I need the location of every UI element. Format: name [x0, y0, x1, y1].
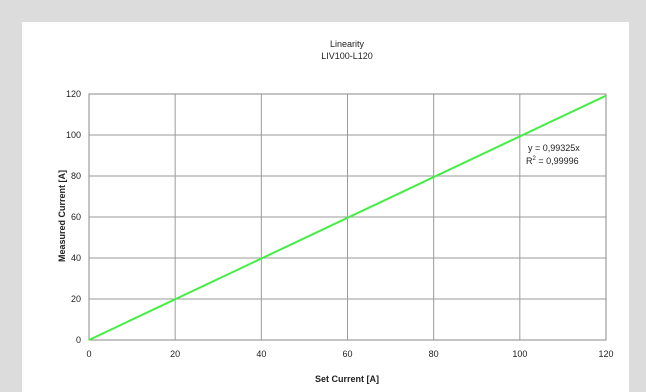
- x-tick-label-0: 0: [86, 349, 91, 359]
- y-tick-label-4: 80: [71, 171, 81, 181]
- chart-title: Linearity: [330, 39, 365, 49]
- r-squared-sup: 2: [533, 156, 537, 162]
- r-squared-r: R: [526, 156, 533, 166]
- chart-series: [88, 94, 607, 341]
- y-tick-label-1: 20: [71, 294, 81, 304]
- chart-panel: [22, 22, 629, 392]
- y-tick-label-3: 60: [71, 212, 81, 222]
- x-tick-labels: 0 20 40 60 80 100 120: [86, 349, 613, 359]
- y-tick-labels: 0 20 40 60 80 100 120: [66, 89, 81, 345]
- x-tick-label-4: 80: [429, 349, 439, 359]
- plot-area-border: [88, 93, 607, 341]
- y-tick-label-5: 100: [66, 130, 81, 140]
- x-axis-title: Set Current [A]: [315, 374, 379, 384]
- y-axis-title: Measured Current [A]: [57, 170, 67, 262]
- x-tick-label-3: 60: [342, 349, 352, 359]
- series-line-0: [88, 94, 607, 341]
- chart-subtitle: LIV100-L120: [321, 51, 373, 61]
- x-tick-label-2: 40: [256, 349, 266, 359]
- y-tick-label-0: 0: [76, 335, 81, 345]
- r-squared-value: = 0,99996: [536, 156, 579, 166]
- r-squared-label: R2 = 0,99996: [526, 156, 579, 166]
- y-tick-label-6: 120: [66, 89, 81, 99]
- x-tick-label-1: 20: [170, 349, 180, 359]
- x-tick-label-6: 120: [598, 349, 613, 359]
- x-tick-label-5: 100: [512, 349, 527, 359]
- equation-label: y = 0,99325x: [528, 143, 580, 153]
- y-tick-label-2: 40: [71, 253, 81, 263]
